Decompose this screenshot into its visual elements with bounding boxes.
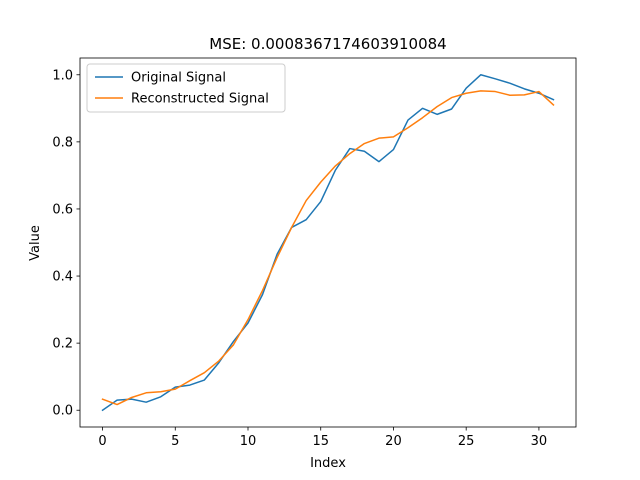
axes-background	[80, 58, 576, 427]
y-tick-label: 0.8	[52, 135, 73, 150]
y-tick-label: 0.6	[52, 202, 73, 217]
axes-frame	[79, 57, 577, 428]
series-line-reconstructed-signal	[101, 90, 555, 406]
legend-label-reconstructed-signal: Reconstructed Signal	[131, 92, 269, 107]
y-tick-label: 0.4	[52, 270, 73, 285]
y-tick-label: 1.0	[52, 68, 73, 83]
y-tick-label: 0.0	[52, 404, 73, 419]
x-tick-label: 0	[98, 434, 106, 449]
series-line-original-signal	[101, 74, 555, 412]
y-tick-label: 0.2	[52, 337, 73, 352]
legend: Original Signal Reconstructed Signal	[86, 63, 286, 113]
x-tick-label: 20	[385, 434, 402, 449]
legend-label-original-signal: Original Signal	[131, 71, 226, 86]
x-tick-label: 5	[171, 434, 179, 449]
legend-box	[86, 63, 286, 113]
x-axis-label: Index	[310, 456, 346, 471]
y-axis-label: Value	[28, 225, 43, 261]
chart-title: MSE: 0.0008367174603910084	[209, 35, 446, 53]
x-tick-label: 15	[312, 434, 329, 449]
x-tick-label: 30	[531, 434, 548, 449]
x-tick-label: 25	[458, 434, 475, 449]
plot-area: 0 5 10 15 20 25 30 0.0 0.2 0.4 0.6 0.8 1.0 Original S…	[52, 57, 577, 449]
x-tick-label: 10	[240, 434, 257, 449]
